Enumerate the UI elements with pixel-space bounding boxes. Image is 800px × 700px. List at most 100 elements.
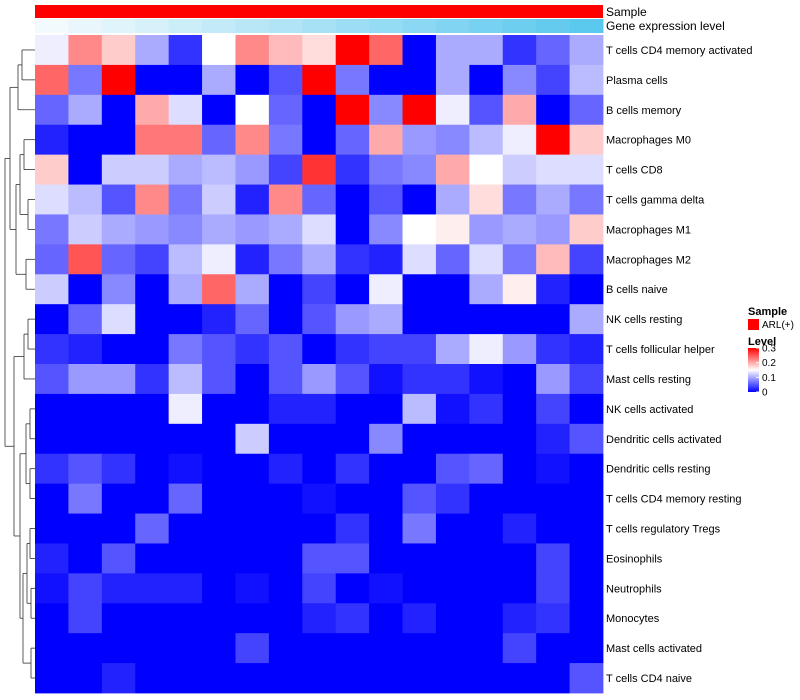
heatmap-cell [435, 94, 470, 126]
heatmap-cell [335, 124, 370, 156]
expression-annotation-cell [202, 19, 236, 33]
expression-annotation-cell [335, 19, 370, 33]
heatmap-cell [302, 423, 337, 455]
heatmap-cell [335, 154, 370, 185]
heatmap-cell [502, 184, 537, 215]
heatmap-cell [268, 603, 303, 634]
heatmap-cell [502, 513, 537, 544]
heatmap-cell [569, 573, 604, 604]
heatmap-cell [402, 453, 437, 485]
heatmap-cell [402, 393, 437, 425]
heatmap-cell [369, 573, 403, 604]
heatmap-cell [101, 453, 136, 485]
expression-annotation-label: Gene expression level [606, 19, 725, 33]
heatmap-cell [101, 214, 136, 245]
heatmap-cell [435, 334, 470, 365]
heatmap-cell [168, 274, 203, 305]
heatmap-cell [536, 334, 570, 365]
heatmap-cell [569, 274, 604, 305]
heatmap-cell [402, 214, 437, 245]
heatmap-cell [502, 633, 537, 664]
row-label: T cells follicular helper [606, 344, 715, 356]
heatmap-cell [369, 334, 403, 365]
heatmap-cell [35, 124, 69, 156]
heatmap-cell [268, 124, 303, 156]
heatmap-cell [235, 94, 270, 126]
heatmap-cell [268, 154, 303, 185]
heatmap-cell [35, 423, 69, 455]
heatmap-cell [569, 94, 604, 126]
heatmap-cell [101, 94, 136, 126]
heatmap-cell [435, 64, 470, 96]
heatmap-cell [469, 154, 504, 185]
heatmap-cell [402, 663, 437, 694]
heatmap-cell [502, 393, 537, 425]
heatmap-cell [101, 663, 136, 694]
heatmap-cell [35, 64, 69, 96]
heatmap-cell [101, 64, 136, 96]
heatmap-cell [402, 35, 437, 66]
legend-sample-swatch [748, 319, 759, 330]
heatmap-cell [202, 663, 236, 694]
heatmap-cell [302, 633, 337, 664]
heatmap-cell [268, 244, 303, 275]
heatmap-cell [536, 154, 570, 185]
heatmap-cell [135, 483, 170, 514]
heatmap-cell [135, 573, 170, 604]
heatmap-cell [435, 274, 470, 305]
heatmap-cell [335, 244, 370, 275]
heatmap-cell [469, 483, 504, 514]
heatmap-cell [35, 274, 69, 305]
heatmap-cell [35, 603, 69, 634]
heatmap-cell [369, 64, 403, 96]
heatmap-cell [402, 483, 437, 514]
heatmap-cell [135, 64, 170, 96]
row-label: T cells regulatory Tregs [606, 524, 721, 536]
row-label: T cells CD8 [606, 165, 663, 177]
heatmap-cell [402, 274, 437, 305]
heatmap-cell [469, 573, 504, 604]
heatmap-cell [335, 214, 370, 245]
heatmap-cell [35, 304, 69, 335]
heatmap-cell [536, 603, 570, 634]
heatmap-cell [202, 304, 236, 335]
heatmap-cell [335, 364, 370, 395]
heatmap-cell [502, 244, 537, 275]
heatmap-cell [35, 214, 69, 245]
heatmap-cell [268, 633, 303, 664]
heatmap-cell [369, 154, 403, 185]
expression-annotation-cell [235, 19, 270, 33]
heatmap-cell [68, 94, 103, 126]
row-labels: T cells CD4 memory activated Plasma cells… [606, 45, 753, 685]
heatmap-cell [335, 633, 370, 664]
heatmap-cell [536, 364, 570, 395]
heatmap-cell [502, 304, 537, 335]
heatmap-cell [369, 124, 403, 156]
heatmap-cell [135, 184, 170, 215]
heatmap-cell [569, 663, 604, 694]
heatmap-cell [268, 35, 303, 66]
heatmap-cell [469, 94, 504, 126]
expression-annotation-cell [101, 19, 136, 33]
heatmap-cell [168, 364, 203, 395]
heatmap-cell [302, 393, 337, 425]
heatmap-cell [235, 603, 270, 634]
expression-annotation-cell [369, 19, 404, 33]
heatmap-cell [68, 453, 103, 485]
heatmap-cell [402, 633, 437, 664]
heatmap-cell [68, 513, 103, 544]
heatmap-cell [302, 334, 337, 365]
heatmap-cell [235, 633, 270, 664]
heatmap-cell [435, 513, 470, 544]
heatmap-cell [101, 603, 136, 634]
expression-annotation-cell [569, 19, 604, 33]
heatmap-cell [502, 543, 537, 574]
heatmap-cell [469, 423, 504, 455]
heatmap-cell [202, 334, 236, 365]
heatmap-cell [502, 35, 537, 66]
heatmap-cell [202, 633, 236, 664]
row-dendrogram [4, 49, 35, 679]
heatmap-cell [101, 423, 136, 455]
heatmap-cell [202, 543, 236, 574]
heatmap-cell [536, 453, 570, 485]
